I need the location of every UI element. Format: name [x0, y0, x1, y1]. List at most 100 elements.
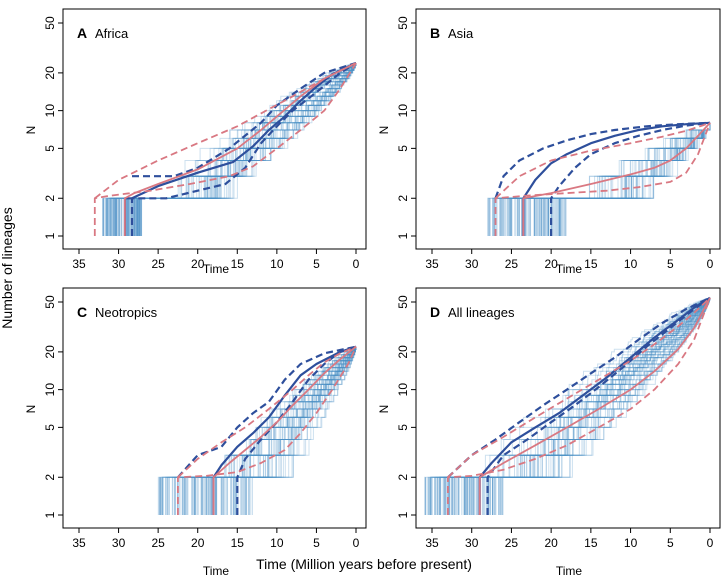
lineage-curve [493, 122, 711, 236]
x-tick-label: 0 [707, 536, 714, 550]
lineage-curve [245, 346, 357, 515]
x-tick-label: 35 [72, 536, 86, 550]
x-tick-label: 35 [425, 257, 439, 271]
x-tick-label: 25 [151, 257, 165, 271]
series-median [478, 296, 711, 515]
x-tick-label: 20 [544, 257, 558, 271]
y-tick-label: 1 [396, 232, 410, 239]
y-tick-label: 5 [43, 145, 57, 152]
lineage-curve [439, 297, 711, 515]
panel-title: All lineages [448, 305, 515, 320]
series-median [212, 345, 357, 515]
lineage-curve [555, 122, 711, 236]
x-tick-label: 20 [544, 536, 558, 550]
lineage-curve [502, 122, 711, 236]
lineage-curve [220, 346, 357, 515]
lineage-curve [236, 346, 357, 515]
lineage-curve [493, 122, 711, 236]
x-tick-label: 35 [72, 257, 86, 271]
x-tick-label: 30 [112, 257, 126, 271]
lineage-curve [233, 346, 357, 515]
y-tick-label: 20 [43, 345, 57, 359]
series-null-lower-95- [447, 297, 711, 515]
lineage-curve [134, 63, 357, 236]
lineage-curve [522, 122, 711, 236]
lineage-curve [524, 122, 711, 236]
lineage-curve [514, 122, 711, 236]
lineage-curve [123, 63, 357, 236]
lineage-curve [492, 122, 711, 236]
panel-title: Neotropics [95, 305, 158, 320]
lineage-curve [106, 63, 357, 236]
lineage-curve [137, 63, 357, 236]
lineage-curve [231, 346, 357, 515]
x-tick-label: 0 [353, 536, 360, 550]
y-tick-label: 2 [43, 474, 57, 481]
lineage-curve [132, 63, 357, 236]
x-tick-label: 5 [667, 257, 674, 271]
series-null-lower-95- [494, 122, 711, 236]
y-tick-label: 20 [396, 66, 410, 80]
lineage-curve [509, 122, 711, 236]
panel-title: Asia [448, 26, 474, 41]
x-tick-label: 15 [584, 536, 598, 550]
x-tick-label: 30 [112, 536, 126, 550]
lineage-curve [234, 346, 357, 515]
y-tick-label: 5 [43, 424, 57, 431]
y-tick-label: 20 [396, 345, 410, 359]
lineage-curve [172, 346, 357, 515]
lineage-curve [511, 122, 711, 236]
panel-letter: A [77, 25, 87, 41]
y-tick-label: 50 [43, 16, 57, 30]
lineage-curve [184, 346, 357, 515]
y-tick-label: 50 [396, 16, 410, 30]
lineage-curve [434, 297, 711, 515]
x-tick-label: 10 [270, 536, 284, 550]
series-null-median [124, 62, 357, 236]
lineage-curve [472, 297, 711, 515]
lineage-curve [110, 63, 357, 236]
lineage-curve [243, 346, 357, 515]
panel-letter: C [77, 304, 87, 320]
lineage-curve [452, 297, 711, 515]
x-tick-label: 10 [624, 536, 638, 550]
lineage-curve [205, 346, 357, 515]
lineage-curve [457, 297, 711, 515]
lineage-curve [223, 346, 357, 515]
y-tick-label: 10 [43, 383, 57, 397]
panel-letter: B [430, 25, 440, 41]
lineage-curve [139, 63, 357, 236]
x-tick-label: 5 [313, 536, 320, 550]
x-tick-label: 15 [584, 257, 598, 271]
x-tick-label: 0 [707, 257, 714, 271]
y-tick-label: 2 [43, 195, 57, 202]
y-tick-label: 10 [396, 383, 410, 397]
panel-frame [62, 8, 367, 250]
lineage-curve [248, 346, 357, 515]
x-axis-title: Time [556, 262, 583, 276]
lineage-curve [559, 122, 711, 236]
lineage-curve [194, 346, 357, 515]
y-tick-label: 2 [396, 474, 410, 481]
y-tick-label: 20 [43, 66, 57, 80]
lineage-curve [430, 297, 711, 515]
x-tick-label: 15 [231, 257, 245, 271]
lineage-curve [454, 297, 711, 515]
x-tick-label: 25 [505, 257, 519, 271]
lineage-curve [109, 63, 357, 236]
series-null-median [212, 345, 357, 515]
lineage-curve [137, 63, 357, 236]
lineage-curve [107, 63, 357, 236]
y-tick-label: 2 [396, 195, 410, 202]
x-tick-label: 0 [353, 257, 360, 271]
series-null-median [478, 297, 711, 515]
lineage-curve [252, 346, 357, 515]
y-tick-label: 1 [43, 511, 57, 518]
y-axis-title: N [24, 126, 38, 135]
lineage-curve [195, 346, 357, 515]
lineage-curve [116, 63, 357, 236]
lineage-curve [514, 122, 711, 236]
lineage-curve [555, 122, 711, 236]
series-null-upper-95- [94, 62, 357, 200]
